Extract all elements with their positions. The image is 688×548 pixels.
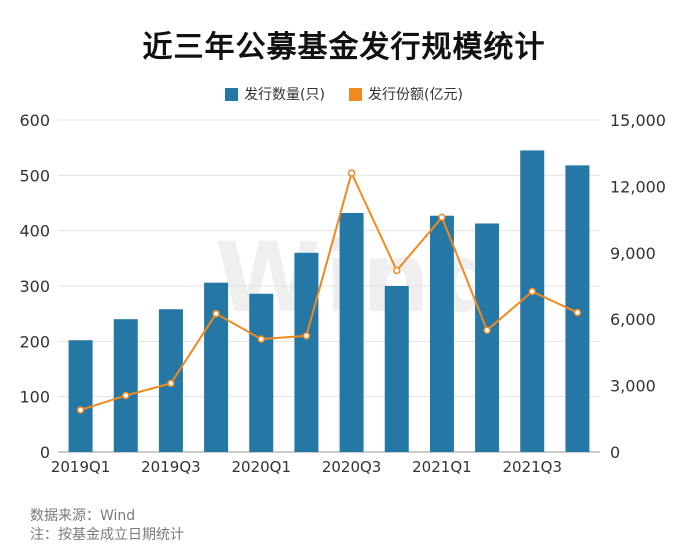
line-point [393,266,401,275]
line-point [212,309,220,318]
x-tick-label: 2020Q3 [322,458,382,476]
series-line [80,170,578,411]
line-point [167,379,175,388]
legend-swatch-amount [349,87,362,101]
legend: 发行数量(只) 发行份额(亿元) [0,84,688,104]
bar [384,286,409,452]
legend-label-count: 发行数量(只) [244,87,325,103]
bar [475,223,500,452]
bar [294,252,319,452]
line-point [528,287,536,296]
y-right-tick-label: 3,000 [610,377,656,396]
y-left-tick-label: 300 [19,277,50,296]
bar [113,319,138,452]
y-right-tick-label: 6,000 [610,310,656,329]
bar [68,340,93,452]
y-left-tick-label: 200 [19,332,50,351]
footnote: 注：按基金成立日期统计 [30,527,184,543]
y-left-tick-label: 100 [19,388,50,407]
y-left-tick-label: 0 [40,443,50,462]
y-right-tick-label: 12,000 [610,177,666,196]
line-point [438,213,446,222]
line-point [347,169,356,177]
x-tick-label: 2019Q3 [141,458,201,476]
line-point [483,326,491,335]
y-left-tick-label: 500 [19,166,50,185]
x-tick-label: 2019Q1 [51,458,111,476]
y-right-tick-label: 9,000 [610,244,656,263]
bar [249,293,274,452]
x-tick-label: 2021Q3 [502,458,562,476]
line-point [302,332,311,340]
chart-title: 近三年公募基金发行规模统计 [142,30,546,65]
line-point [76,406,85,414]
line-point [573,308,582,317]
bar [429,215,454,452]
y-right-tick-label: 15,000 [610,111,666,130]
legend-label-amount: 发行份额(亿元) [368,87,463,103]
bar [520,150,545,452]
x-tick-label: 2020Q1 [231,458,291,476]
line-point [257,335,265,343]
legend-item-amount: 发行份额(亿元) [349,84,463,104]
source-note: 数据来源：Wind [30,508,136,524]
y-left-tick-label: 600 [19,111,50,130]
bar [339,212,364,452]
bar [204,282,229,452]
legend-item-count: 发行数量(只) [225,84,325,104]
y-right-tick-label: 0 [610,443,620,462]
legend-swatch-count [225,87,239,101]
line-point [122,391,130,400]
x-tick-label: 2021Q1 [412,458,472,476]
y-left-tick-label: 400 [19,222,50,241]
